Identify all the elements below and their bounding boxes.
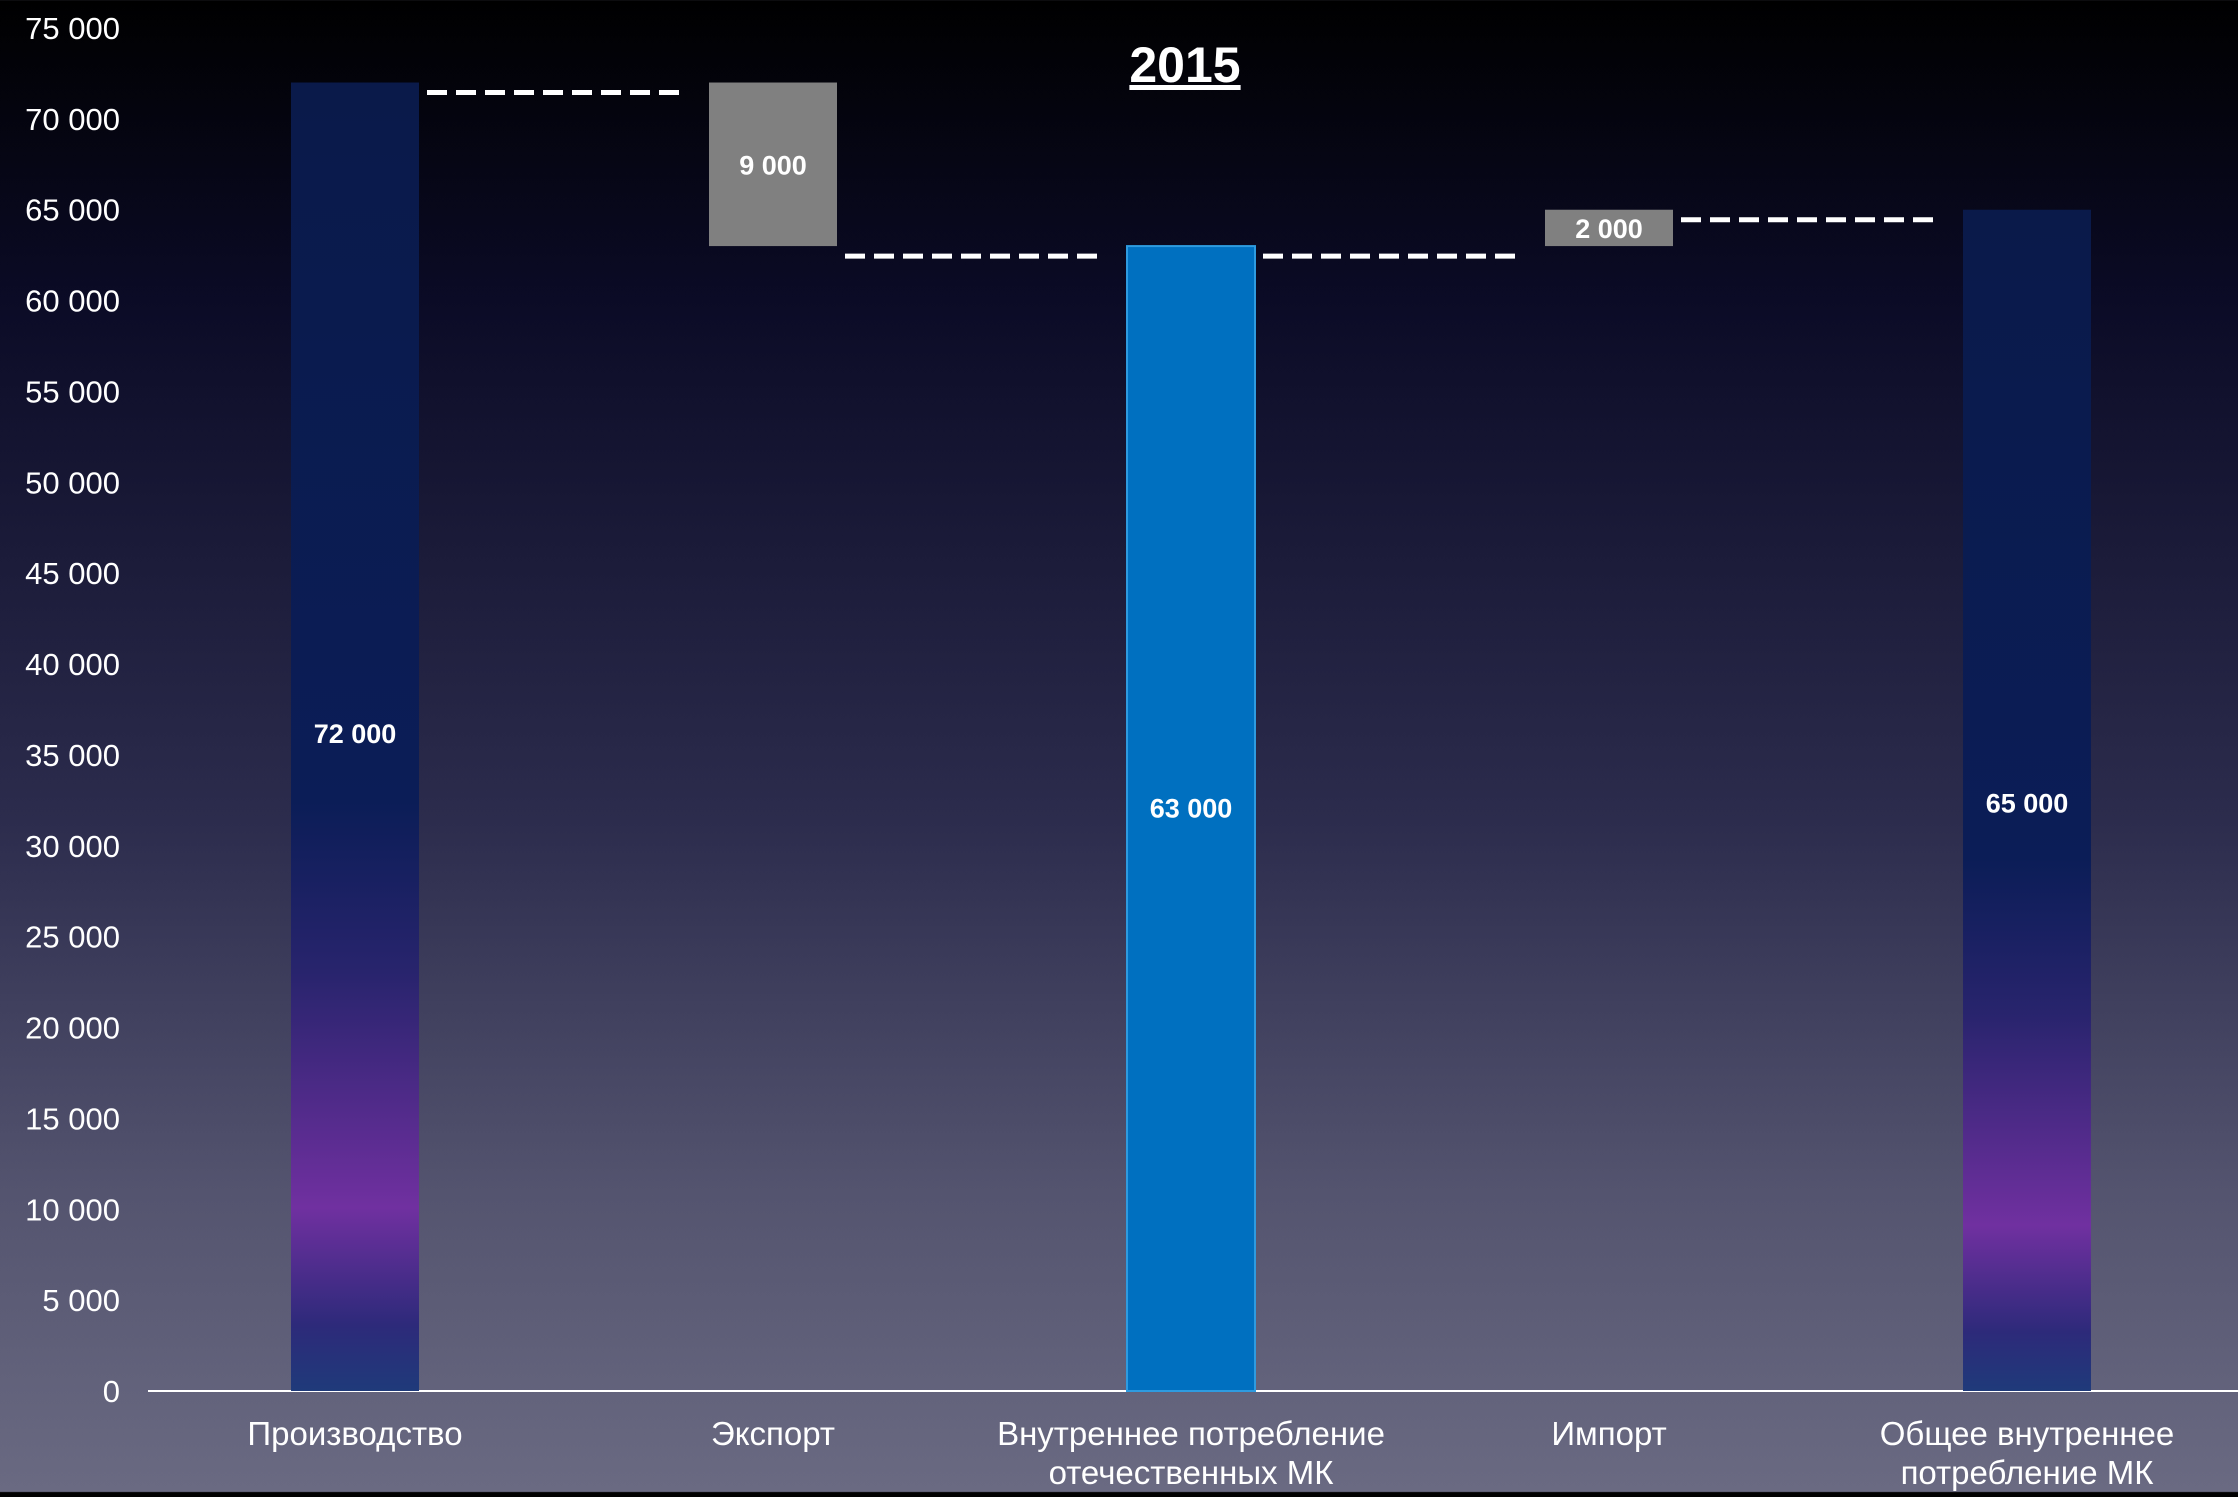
bar <box>1126 245 1256 1393</box>
y-tick-label: 35 000 <box>25 738 120 773</box>
bar <box>291 82 419 1391</box>
connector-lines <box>427 90 1941 259</box>
y-tick-label: 70 000 <box>25 102 120 137</box>
y-tick-label: 55 000 <box>25 374 120 409</box>
x-category-label: потребление МК <box>1901 1454 2155 1491</box>
x-category-label: Производство <box>247 1415 462 1452</box>
y-tick-label: 25 000 <box>25 920 120 955</box>
x-category-label: Экспорт <box>711 1415 835 1452</box>
x-category-label: Общее внутреннее <box>1880 1415 2174 1452</box>
y-tick-label: 40 000 <box>25 647 120 682</box>
x-axis-labels: Производство Экспорт Внутреннее потреблени… <box>247 1415 2174 1491</box>
bar-value-label: 9 000 <box>739 150 807 180</box>
bars: 72 000 9 000 63 000 2 000 65 000 <box>291 82 2091 1393</box>
x-category-label: отечественных МК <box>1049 1454 1335 1491</box>
bar <box>1545 209 1673 247</box>
bar <box>709 82 837 247</box>
bar-value-label: 63 000 <box>1150 794 1233 824</box>
y-tick-label: 30 000 <box>25 829 120 864</box>
y-tick-label: 60 000 <box>25 284 120 319</box>
y-tick-label: 75 000 <box>25 11 120 46</box>
bar-value-label: 65 000 <box>1986 788 2069 818</box>
x-category-label: Импорт <box>1551 1415 1666 1452</box>
y-tick-label: 65 000 <box>25 193 120 228</box>
y-tick-label: 45 000 <box>25 556 120 591</box>
y-tick-label: 5 000 <box>42 1283 120 1318</box>
y-tick-label: 10 000 <box>25 1192 120 1227</box>
y-axis: 0 5 000 10 000 15 000 20 000 25 000 30 000 35 0… <box>25 11 2238 1409</box>
y-tick-label: 15 000 <box>25 1101 120 1136</box>
chart-title: 2015 <box>1129 37 1240 93</box>
x-category-label: Внутреннее потребление <box>997 1415 1385 1452</box>
bar-value-label: 2 000 <box>1575 214 1643 244</box>
y-tick-label: 0 <box>103 1374 120 1409</box>
y-tick-label: 50 000 <box>25 465 120 500</box>
y-tick-label: 20 000 <box>25 1011 120 1046</box>
bar <box>1963 209 2091 1391</box>
bar-value-label: 72 000 <box>314 719 397 749</box>
